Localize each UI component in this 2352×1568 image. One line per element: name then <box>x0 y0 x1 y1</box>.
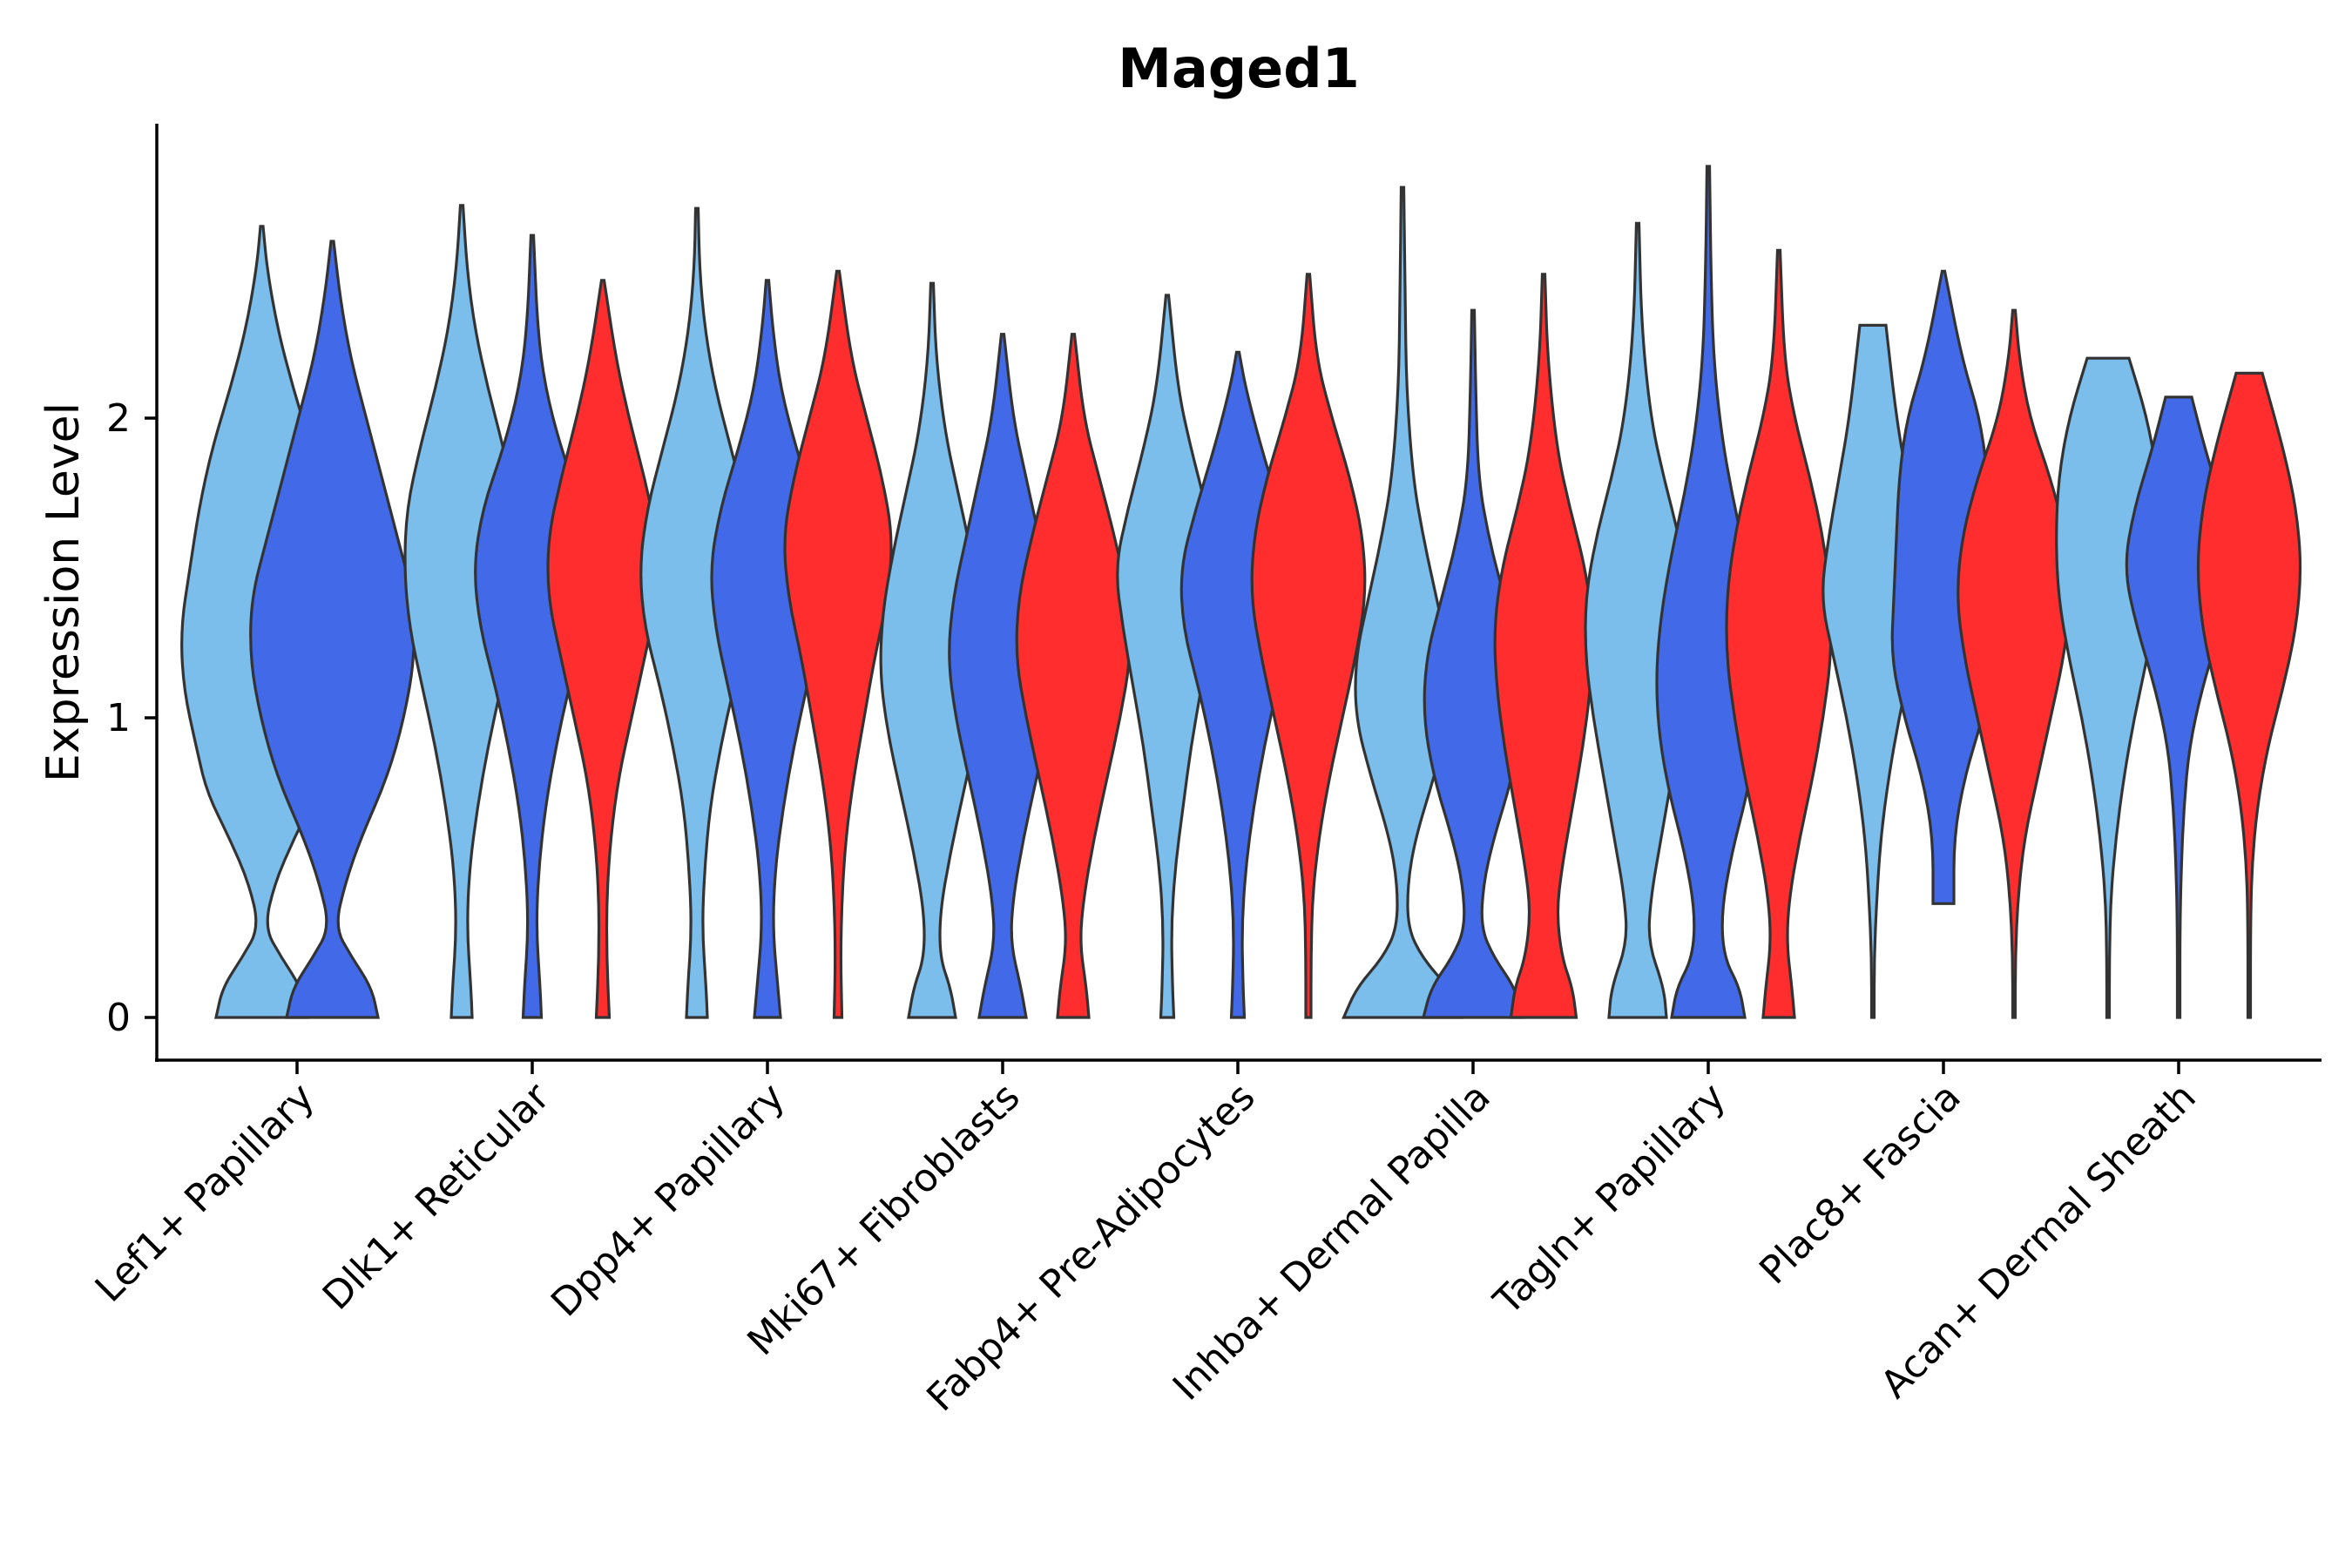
violin-1-series-2 <box>249 240 416 1019</box>
x-tick-label: Lef1+ Papillary <box>87 1075 323 1311</box>
chart-title: Maged1 <box>1118 37 1360 100</box>
violin-7-series-2 <box>1655 165 1761 1019</box>
violins-layer <box>180 165 2302 1019</box>
x-tick-label: Dpp4+ Papillary <box>543 1075 794 1326</box>
violin-3-series-2 <box>710 279 825 1019</box>
violin-8-series-3 <box>1957 308 2072 1019</box>
violin-4-series-3 <box>1015 333 1132 1019</box>
violin-6-series-2 <box>1421 308 1525 1019</box>
y-tick-label: 0 <box>106 996 131 1040</box>
violin-3-series-3 <box>783 269 893 1019</box>
y-axis-ticks: 0 1 2 <box>106 396 157 1040</box>
violin-2-series-3 <box>546 279 659 1019</box>
violin-9-series-1 <box>2055 356 2161 1019</box>
violin-3-series-1 <box>639 206 754 1019</box>
x-tick-label: Dlk1+ Reticular <box>314 1074 559 1319</box>
x-tick-label: Plac8+ Fascia <box>1751 1075 1970 1294</box>
violin-4-series-1 <box>879 281 985 1019</box>
violin-5-series-3 <box>1250 273 1367 1019</box>
violin-7-series-1 <box>1584 221 1692 1019</box>
x-tick-label: Tagln+ Papillary <box>1485 1075 1734 1324</box>
violin-6-series-3 <box>1493 273 1594 1019</box>
y-tick-label: 2 <box>106 396 131 441</box>
violin-6-series-1 <box>1342 186 1463 1019</box>
violin-2-series-1 <box>403 204 520 1019</box>
violin-2-series-2 <box>474 233 591 1019</box>
violin-5-series-1 <box>1116 294 1219 1019</box>
violin-7-series-3 <box>1725 248 1833 1019</box>
violin-4-series-2 <box>948 333 1058 1019</box>
y-axis-label: Expression Level <box>37 402 90 782</box>
y-tick-label: 1 <box>106 696 131 740</box>
violin-9-series-3 <box>2196 371 2302 1019</box>
